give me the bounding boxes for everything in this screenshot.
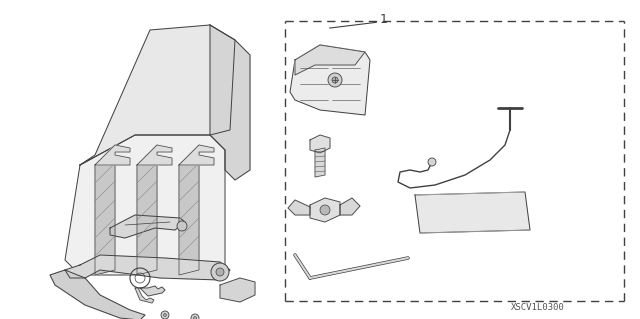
Polygon shape — [288, 200, 310, 215]
Text: XSCV1L0300: XSCV1L0300 — [511, 303, 564, 312]
Polygon shape — [135, 288, 154, 303]
Circle shape — [428, 158, 436, 166]
Circle shape — [328, 73, 342, 87]
Circle shape — [216, 268, 224, 276]
Circle shape — [193, 316, 196, 319]
Polygon shape — [95, 145, 115, 275]
Polygon shape — [340, 198, 360, 215]
Polygon shape — [110, 215, 185, 238]
Circle shape — [332, 77, 338, 83]
Polygon shape — [310, 198, 340, 222]
Polygon shape — [65, 255, 230, 280]
Circle shape — [163, 314, 166, 316]
Polygon shape — [210, 25, 250, 180]
Circle shape — [177, 221, 187, 231]
Polygon shape — [179, 145, 214, 165]
Polygon shape — [50, 270, 145, 319]
Polygon shape — [137, 145, 172, 165]
Polygon shape — [315, 148, 325, 177]
Polygon shape — [295, 45, 365, 75]
Polygon shape — [310, 135, 330, 153]
Polygon shape — [290, 45, 370, 115]
Circle shape — [161, 311, 169, 319]
Polygon shape — [65, 135, 225, 275]
Polygon shape — [415, 192, 530, 233]
Circle shape — [211, 263, 229, 281]
Circle shape — [191, 314, 199, 319]
Text: 1: 1 — [380, 13, 388, 26]
Polygon shape — [95, 145, 130, 165]
Circle shape — [320, 205, 330, 215]
Polygon shape — [179, 145, 199, 275]
Polygon shape — [137, 145, 157, 275]
Polygon shape — [140, 286, 165, 296]
Polygon shape — [80, 25, 235, 165]
Polygon shape — [220, 278, 255, 302]
